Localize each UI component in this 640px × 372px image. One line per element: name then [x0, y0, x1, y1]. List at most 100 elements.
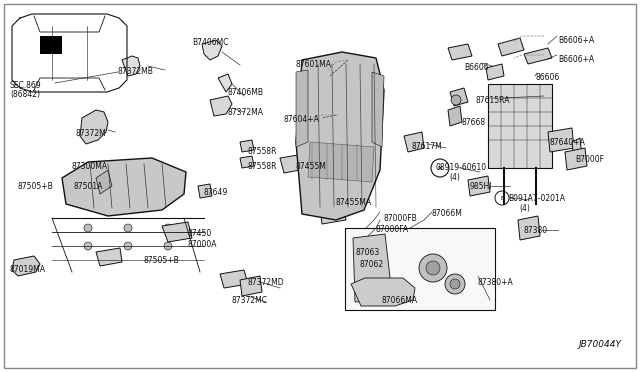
Bar [40, 36, 62, 54]
Text: 08919-60610: 08919-60610 [436, 163, 487, 172]
Polygon shape [450, 88, 468, 106]
Text: 87640+A: 87640+A [549, 138, 585, 147]
Text: B7000F: B7000F [575, 155, 604, 164]
Bar [488, 84, 552, 168]
Polygon shape [448, 44, 472, 60]
Polygon shape [372, 72, 384, 147]
Text: (4): (4) [519, 204, 530, 213]
Text: 87372M: 87372M [76, 129, 107, 138]
Text: B7406MC: B7406MC [192, 38, 228, 47]
Circle shape [445, 274, 465, 294]
Polygon shape [198, 184, 212, 198]
Polygon shape [351, 278, 415, 306]
Polygon shape [12, 256, 40, 276]
Circle shape [426, 261, 440, 275]
Text: 985HI: 985HI [470, 182, 493, 191]
Text: 87501A: 87501A [74, 182, 104, 191]
Text: B091A7-0201A: B091A7-0201A [508, 194, 565, 203]
Polygon shape [202, 40, 222, 60]
Text: 87406MB: 87406MB [228, 88, 264, 97]
Polygon shape [320, 202, 346, 224]
Text: 87649: 87649 [203, 188, 227, 197]
Polygon shape [210, 96, 232, 116]
Polygon shape [328, 188, 352, 208]
Circle shape [124, 242, 132, 250]
Polygon shape [80, 110, 108, 144]
Polygon shape [280, 155, 300, 173]
Text: (86842): (86842) [10, 90, 40, 99]
Text: N: N [438, 166, 442, 170]
Polygon shape [240, 276, 262, 296]
Text: 87601MA: 87601MA [296, 60, 332, 69]
Text: 87300MA: 87300MA [72, 162, 108, 171]
Text: 87617M: 87617M [412, 142, 443, 151]
Polygon shape [240, 140, 254, 152]
Polygon shape [162, 222, 192, 242]
Polygon shape [62, 158, 186, 216]
Text: 87000A: 87000A [188, 240, 218, 249]
Polygon shape [404, 132, 424, 152]
Text: B6606+A: B6606+A [558, 36, 595, 45]
Circle shape [431, 159, 449, 177]
Text: 87000FB: 87000FB [383, 214, 417, 223]
Text: 87000FA: 87000FA [375, 225, 408, 234]
Circle shape [124, 224, 132, 232]
Text: 87380+A: 87380+A [477, 278, 513, 287]
Polygon shape [565, 148, 587, 170]
Text: 87455MA: 87455MA [336, 198, 372, 207]
Text: B: B [500, 196, 504, 201]
Text: 87505+B: 87505+B [17, 182, 52, 191]
Text: 87450: 87450 [188, 229, 212, 238]
Text: (4): (4) [449, 173, 460, 182]
Polygon shape [572, 138, 582, 160]
Bar [345, 228, 495, 310]
Polygon shape [448, 106, 462, 126]
Polygon shape [548, 128, 574, 152]
Circle shape [84, 242, 92, 250]
Polygon shape [296, 52, 384, 220]
Text: 87066M: 87066M [432, 209, 463, 218]
Text: 87062: 87062 [360, 260, 384, 269]
Polygon shape [518, 216, 540, 240]
Text: JB70044Y: JB70044Y [578, 340, 621, 349]
Polygon shape [296, 70, 308, 147]
Polygon shape [524, 48, 552, 64]
Polygon shape [122, 56, 140, 76]
Polygon shape [353, 234, 391, 302]
Polygon shape [96, 248, 122, 266]
Text: 87372MA: 87372MA [228, 108, 264, 117]
Text: 87372MC: 87372MC [232, 296, 268, 305]
Text: B6606: B6606 [464, 63, 488, 72]
Polygon shape [218, 74, 232, 92]
Circle shape [451, 95, 461, 105]
Text: 87558R: 87558R [247, 162, 276, 171]
Text: B6606+A: B6606+A [558, 55, 595, 64]
Polygon shape [96, 170, 112, 194]
Polygon shape [468, 176, 490, 196]
Text: 87063: 87063 [356, 248, 380, 257]
Polygon shape [220, 270, 248, 288]
Polygon shape [498, 38, 524, 56]
Polygon shape [240, 156, 254, 168]
Text: 87604+A: 87604+A [284, 115, 320, 124]
Text: 87455M: 87455M [296, 162, 327, 171]
Text: 87019MA: 87019MA [10, 265, 46, 274]
Circle shape [84, 224, 92, 232]
Circle shape [495, 191, 509, 205]
Text: 87066MA: 87066MA [381, 296, 417, 305]
Circle shape [419, 254, 447, 282]
Text: 87505+B: 87505+B [144, 256, 180, 265]
Circle shape [164, 242, 172, 250]
Polygon shape [486, 64, 504, 80]
Circle shape [164, 224, 172, 232]
Text: 87668: 87668 [462, 118, 486, 127]
Text: 87372MB: 87372MB [117, 67, 153, 76]
Polygon shape [308, 142, 374, 182]
Text: 86606: 86606 [536, 73, 560, 82]
Circle shape [450, 279, 460, 289]
Text: 87615RA: 87615RA [475, 96, 509, 105]
Text: SEC.869: SEC.869 [10, 81, 42, 90]
Text: 87380: 87380 [523, 226, 547, 235]
Text: 87372MD: 87372MD [248, 278, 285, 287]
Text: 87558R: 87558R [247, 147, 276, 156]
